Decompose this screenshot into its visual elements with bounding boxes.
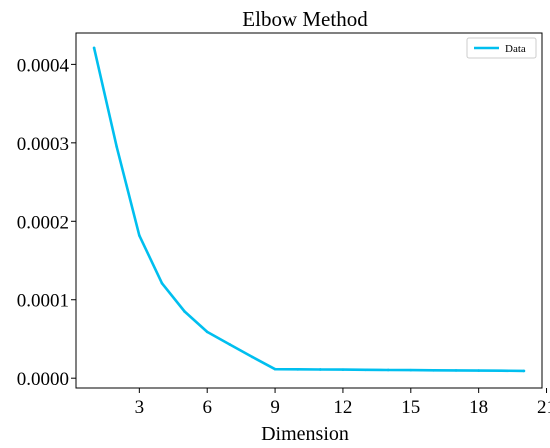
data-point bbox=[183, 310, 186, 313]
x-tick-label: 21 bbox=[537, 397, 550, 418]
chart-title: Elbow Method bbox=[242, 7, 368, 31]
y-axis: 0.0000 0.0001 0.0002 0.0003 0.0004 bbox=[17, 55, 76, 390]
data-point bbox=[522, 369, 526, 373]
y-tick-label: 0.0001 bbox=[17, 291, 69, 312]
legend-label-data: Data bbox=[505, 43, 526, 55]
x-tick-label: 12 bbox=[333, 397, 352, 418]
data-point bbox=[477, 369, 480, 372]
data-point bbox=[115, 145, 119, 149]
data-point bbox=[251, 355, 254, 359]
data-point bbox=[386, 368, 390, 372]
x-axis: 3 6 9 12 15 18 21 bbox=[135, 388, 550, 418]
legend-box bbox=[466, 37, 537, 59]
plot-area bbox=[75, 32, 543, 389]
data-point bbox=[499, 369, 503, 373]
legend: Data bbox=[466, 37, 537, 59]
data-point bbox=[160, 281, 164, 285]
data-point bbox=[364, 368, 367, 372]
x-tick-label: 15 bbox=[401, 397, 420, 418]
series-line-data bbox=[92, 46, 526, 373]
data-point bbox=[319, 368, 322, 371]
data-point bbox=[341, 368, 345, 371]
x-tick-label: 6 bbox=[202, 397, 212, 418]
x-tick-label: 9 bbox=[270, 397, 280, 418]
data-point bbox=[296, 368, 299, 371]
data-point bbox=[228, 343, 232, 346]
data-point bbox=[138, 234, 141, 237]
y-tick-label: 0.0003 bbox=[17, 134, 69, 155]
data-point bbox=[273, 367, 277, 371]
data-point bbox=[432, 368, 435, 372]
y-tick-label: 0.0000 bbox=[17, 369, 69, 390]
y-tick-label: 0.0004 bbox=[17, 55, 70, 76]
x-tick-label: 3 bbox=[135, 397, 145, 418]
data-point bbox=[205, 330, 209, 334]
data-point bbox=[409, 368, 413, 372]
y-tick-label: 0.0002 bbox=[17, 212, 69, 233]
x-axis-label: Dimension bbox=[261, 423, 349, 445]
x-tick-label: 18 bbox=[469, 397, 488, 418]
data-point bbox=[454, 369, 458, 372]
data-point bbox=[92, 46, 96, 50]
series-layer bbox=[92, 46, 526, 373]
